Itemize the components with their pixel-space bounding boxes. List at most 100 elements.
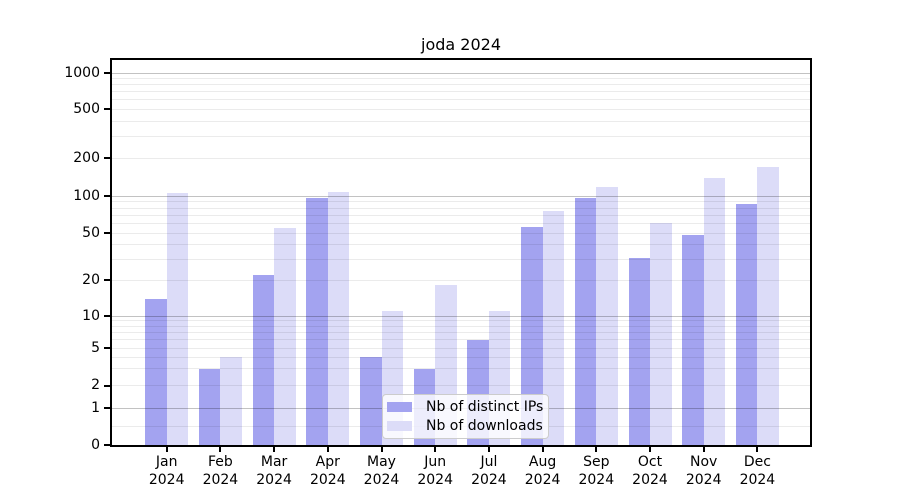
gridline-major [112, 195, 810, 197]
gridline-minor [112, 108, 810, 110]
gridline-minor [112, 214, 810, 216]
gridline-minor [112, 325, 810, 327]
gridline-minor [112, 331, 810, 333]
legend-item-downloads: Nb of downloads [387, 418, 544, 436]
gridline-minor [112, 258, 810, 260]
x-tick-mark [541, 447, 544, 452]
x-tick-mark [165, 447, 168, 452]
legend-swatch-distinct-ips [387, 401, 412, 412]
bar-nb-of-downloads-nov-2024 [703, 178, 726, 445]
bar-nb-of-distinct-ips-may-2024 [360, 357, 382, 445]
y-tick-label: 2 [91, 377, 100, 393]
bar-nb-of-distinct-ips-nov-2024 [682, 235, 704, 445]
x-tick-label: Dec 2024 [739, 454, 776, 488]
chart-title: joda 2024 [421, 35, 501, 54]
bar-nb-of-downloads-mar-2024 [274, 228, 296, 445]
gridline-minor [112, 347, 810, 349]
x-tick-mark [380, 447, 383, 452]
y-tick-mark [104, 157, 110, 160]
gridline-minor [112, 279, 810, 281]
x-tick-label: Aug 2024 [524, 454, 561, 488]
y-tick-label: 100 [73, 187, 100, 204]
x-tick-mark [702, 447, 705, 452]
x-tick-label: Sep 2024 [578, 454, 615, 488]
x-tick-label: Nov 2024 [685, 454, 722, 488]
gridline-minor [112, 356, 810, 358]
gridline-minor [112, 91, 810, 93]
gridline-minor [112, 368, 810, 370]
gridline-minor [112, 78, 810, 80]
y-tick-label: 1000 [64, 64, 100, 81]
y-tick-mark [104, 195, 110, 197]
bar-nb-of-downloads-feb-2024 [220, 357, 242, 445]
gridline-minor [112, 120, 810, 122]
gridline-minor [112, 222, 810, 224]
bar-nb-of-distinct-ips-oct-2024 [628, 257, 650, 445]
gridline-minor [112, 201, 810, 203]
y-tick-mark [104, 444, 110, 446]
x-tick-label: Jul 2024 [471, 454, 507, 488]
bar-nb-of-downloads-sep-2024 [596, 186, 618, 445]
bar-nb-of-distinct-ips-sep-2024 [574, 198, 597, 445]
y-tick-label: 20 [82, 271, 100, 288]
x-tick-mark [326, 447, 329, 452]
gridline-minor [112, 99, 810, 101]
bar-nb-of-downloads-dec-2024 [757, 166, 779, 445]
legend: Nb of distinct IPs Nb of downloads [382, 394, 549, 439]
x-tick-label: Jan 2024 [148, 454, 185, 488]
bar-nb-of-downloads-apr-2024 [327, 191, 350, 445]
x-tick-label: Feb 2024 [202, 454, 239, 488]
legend-label-downloads: Nb of downloads [426, 418, 543, 435]
y-tick-label: 1 [91, 399, 100, 416]
x-tick-label: May 2024 [363, 454, 400, 488]
bar-nb-of-distinct-ips-feb-2024 [198, 368, 221, 445]
x-tick-label: Oct 2024 [632, 454, 668, 488]
x-tick-label: Mar 2024 [256, 454, 292, 488]
bar-nb-of-downloads-jan-2024 [166, 192, 189, 445]
gridline-minor [112, 232, 810, 234]
gridline-minor [112, 136, 810, 138]
bar-nb-of-downloads-oct-2024 [650, 222, 672, 445]
y-tick-label: 5 [91, 339, 100, 356]
y-tick-label: 200 [73, 149, 100, 166]
y-tick-mark [104, 315, 110, 317]
gridline-minor [112, 320, 810, 322]
bar-nb-of-distinct-ips-aug-2024 [521, 227, 543, 445]
y-tick-mark [104, 384, 110, 387]
x-tick-label: Jun 2024 [417, 454, 453, 488]
x-tick-label: Apr 2024 [309, 454, 346, 488]
gridline-minor [112, 244, 810, 246]
y-tick-mark [104, 72, 110, 75]
legend-item-distinct-ips: Nb of distinct IPs [387, 398, 544, 416]
gridline-minor [112, 339, 810, 341]
gridline-major [112, 315, 810, 317]
y-tick-label: 50 [82, 224, 100, 241]
gridline-minor [112, 84, 810, 86]
x-tick-mark [595, 447, 598, 452]
legend-swatch-downloads [387, 421, 412, 432]
y-tick-mark [104, 347, 110, 349]
y-tick-mark [104, 108, 110, 111]
y-tick-mark [104, 279, 110, 281]
bar-nb-of-distinct-ips-mar-2024 [252, 275, 275, 445]
y-tick-label: 0 [91, 436, 100, 453]
x-tick-mark [219, 447, 222, 452]
bar-nb-of-downloads-aug-2024 [542, 211, 565, 445]
x-tick-mark [649, 447, 651, 452]
x-tick-mark [273, 447, 276, 452]
x-tick-mark [756, 447, 759, 452]
x-tick-mark [487, 447, 490, 452]
legend-label-distinct-ips: Nb of distinct IPs [426, 398, 544, 415]
y-tick-label: 10 [82, 307, 100, 324]
bar-nb-of-distinct-ips-jan-2024 [145, 298, 167, 445]
gridline-minor [112, 157, 810, 159]
gridline-major [112, 72, 810, 74]
bar-nb-of-distinct-ips-dec-2024 [735, 204, 758, 445]
x-tick-mark [434, 447, 437, 452]
y-tick-mark [104, 407, 110, 409]
y-tick-mark [104, 232, 110, 235]
y-tick-label: 500 [73, 100, 100, 117]
plot-area [112, 60, 810, 445]
gridline-minor [112, 207, 810, 209]
